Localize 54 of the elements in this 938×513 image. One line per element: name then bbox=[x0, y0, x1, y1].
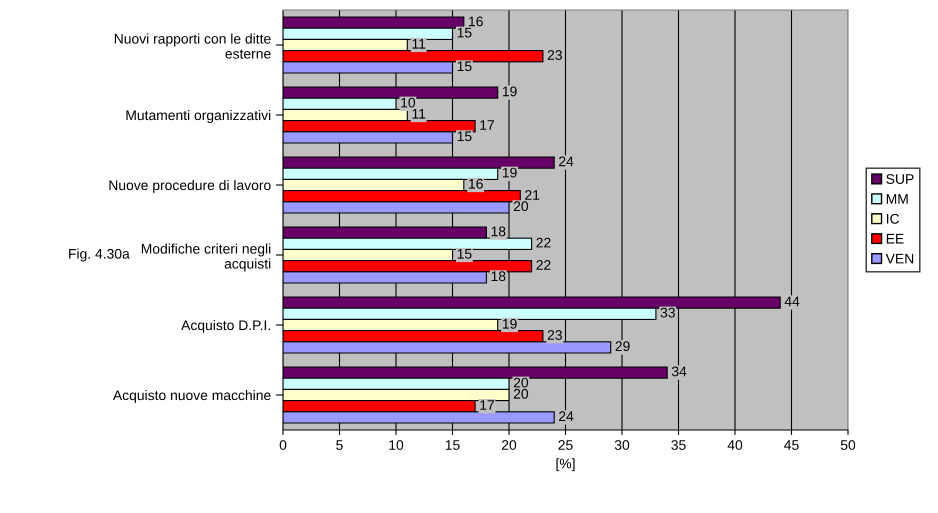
data-label: 18 bbox=[492, 226, 506, 236]
data-label: 19 bbox=[502, 168, 517, 178]
legend-label: IC bbox=[886, 214, 900, 224]
legend-label: SUP bbox=[886, 174, 914, 184]
data-label: 20 bbox=[514, 378, 528, 388]
y-tick-label: Modifiche criteri negli acquisti bbox=[142, 243, 270, 272]
data-label: 22 bbox=[536, 260, 551, 270]
x-axis-title: [%] bbox=[556, 458, 575, 472]
y-tick-label: Nuovi rapporti con le ditte esterne bbox=[114, 33, 271, 59]
y-tick-label: Mutamenti organizzativi bbox=[126, 110, 270, 123]
data-label: 16 bbox=[469, 178, 483, 189]
data-label: 19 bbox=[502, 86, 517, 96]
legend-label: MM bbox=[886, 194, 908, 204]
data-label: 34 bbox=[672, 366, 686, 376]
y-tick-label: Acquisto D.P.I. bbox=[181, 320, 270, 333]
x-tick-label: 35 bbox=[671, 440, 686, 450]
x-tick-label: 15 bbox=[446, 440, 460, 450]
x-tick-label: 0 bbox=[280, 440, 286, 450]
data-label: 33 bbox=[660, 308, 675, 318]
data-label: 15 bbox=[458, 131, 472, 142]
x-tick-label: 45 bbox=[784, 440, 799, 450]
x-tick-label: 10 bbox=[389, 440, 404, 450]
data-label: 15 bbox=[458, 28, 472, 38]
data-label: 21 bbox=[525, 190, 540, 200]
data-label: 18 bbox=[492, 271, 506, 282]
data-label: 20 bbox=[514, 388, 528, 399]
legend-label: EE bbox=[886, 234, 904, 244]
legend-label: VEN bbox=[886, 254, 914, 264]
data-label: 15 bbox=[458, 61, 472, 72]
x-tick-label: 50 bbox=[840, 440, 856, 450]
data-label: 24 bbox=[559, 156, 574, 166]
data-label: 23 bbox=[548, 50, 562, 60]
data-label: 17 bbox=[480, 120, 494, 130]
data-label: 29 bbox=[616, 341, 630, 352]
x-tick-label: 40 bbox=[728, 440, 742, 450]
data-label: 19 bbox=[502, 318, 517, 329]
y-tick-label: Nuove procedure di lavoro bbox=[109, 180, 271, 193]
x-tick-label: 20 bbox=[502, 440, 516, 450]
caption: Fig. 4.30a bbox=[69, 248, 130, 262]
x-tick-label: 5 bbox=[336, 440, 343, 450]
data-label: 11 bbox=[412, 39, 426, 49]
data-label: 17 bbox=[480, 400, 494, 410]
data-label: 23 bbox=[548, 330, 562, 340]
y-tick-label: Acquisto nuove macchine bbox=[112, 390, 271, 403]
data-label: 16 bbox=[469, 16, 483, 26]
data-label: 44 bbox=[784, 296, 800, 306]
x-tick-label: 30 bbox=[614, 440, 630, 450]
x-tick-label: 25 bbox=[558, 440, 573, 450]
data-label: 24 bbox=[559, 411, 574, 421]
data-label: 11 bbox=[412, 109, 426, 119]
data-label: 22 bbox=[536, 238, 551, 248]
data-label: 20 bbox=[514, 201, 528, 212]
data-label: 10 bbox=[401, 98, 416, 108]
data-label: 15 bbox=[458, 249, 472, 259]
